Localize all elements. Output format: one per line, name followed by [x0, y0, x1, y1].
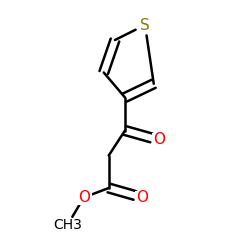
FancyBboxPatch shape	[137, 18, 153, 32]
Text: O: O	[136, 190, 148, 205]
Text: S: S	[140, 18, 150, 32]
Text: O: O	[153, 132, 165, 148]
FancyBboxPatch shape	[56, 218, 79, 232]
FancyBboxPatch shape	[152, 133, 166, 147]
Text: O: O	[78, 190, 90, 205]
Text: CH3: CH3	[53, 218, 82, 232]
FancyBboxPatch shape	[76, 190, 92, 205]
FancyBboxPatch shape	[135, 190, 149, 204]
